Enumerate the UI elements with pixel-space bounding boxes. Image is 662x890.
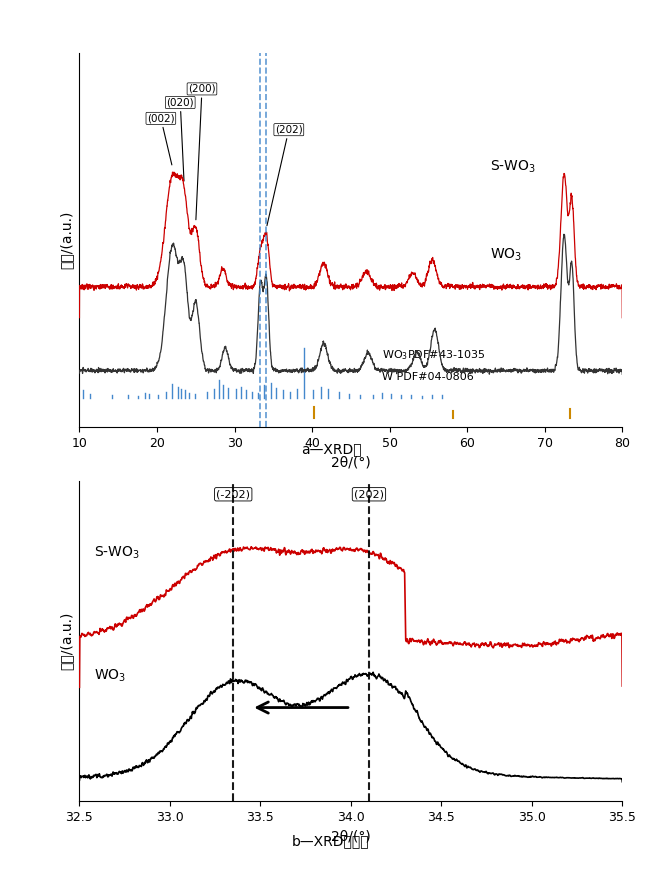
Text: (200): (200) xyxy=(188,84,216,220)
X-axis label: 2θ/(°): 2θ/(°) xyxy=(331,829,371,844)
Text: (202): (202) xyxy=(354,490,384,499)
Text: S-WO$_3$: S-WO$_3$ xyxy=(94,545,140,561)
Text: WO$_3$: WO$_3$ xyxy=(491,247,522,263)
Text: S-WO$_3$: S-WO$_3$ xyxy=(491,158,536,174)
Text: W PDF#04-0806: W PDF#04-0806 xyxy=(382,372,473,383)
Text: (-202): (-202) xyxy=(216,490,250,499)
Text: (020): (020) xyxy=(166,98,194,181)
Text: (202): (202) xyxy=(267,125,303,226)
Y-axis label: 强度/(a.u.): 强度/(a.u.) xyxy=(60,611,74,670)
Text: WO$_3$: WO$_3$ xyxy=(94,668,126,684)
Text: a—XRD图: a—XRD图 xyxy=(301,442,361,457)
Y-axis label: 强度/(a.u.): 强度/(a.u.) xyxy=(60,211,74,270)
Text: WO$_3$PDF#43-1035: WO$_3$PDF#43-1035 xyxy=(382,348,485,361)
X-axis label: 2θ/(°): 2θ/(°) xyxy=(331,456,371,470)
Text: b—XRD放大图: b—XRD放大图 xyxy=(292,834,370,848)
Text: (002): (002) xyxy=(147,113,175,165)
